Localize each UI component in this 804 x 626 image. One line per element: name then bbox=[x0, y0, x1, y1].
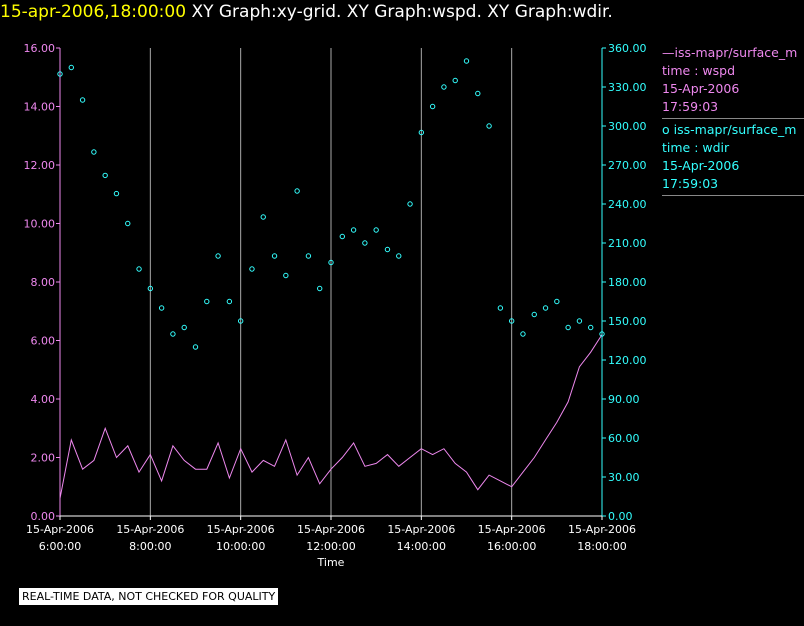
right-y-tick-label: 210.00 bbox=[608, 237, 647, 250]
x-axis-label: Time bbox=[317, 556, 345, 569]
right-y-tick-label: 60.00 bbox=[608, 432, 640, 445]
x-tick-label-date: 15-Apr-2006 bbox=[297, 523, 365, 536]
x-tick-label-time: 16:00:00 bbox=[487, 540, 536, 553]
wdir-data-point bbox=[137, 267, 141, 271]
wdir-data-point bbox=[577, 319, 581, 323]
wdir-data-point bbox=[363, 241, 367, 245]
x-tick-label-time: 8:00:00 bbox=[129, 540, 171, 553]
x-tick-label-date: 15-Apr-2006 bbox=[568, 523, 636, 536]
right-y-tick-label: 120.00 bbox=[608, 354, 647, 367]
legend-wdir-time: 17:59:03 bbox=[662, 175, 804, 193]
right-y-tick-label: 90.00 bbox=[608, 393, 640, 406]
left-y-tick-label: 10.00 bbox=[24, 218, 56, 231]
wdir-data-point bbox=[442, 85, 446, 89]
wdir-data-point bbox=[521, 332, 525, 336]
left-y-tick-label: 14.00 bbox=[24, 101, 56, 114]
wdir-data-point bbox=[103, 173, 107, 177]
right-y-tick-label: 360.00 bbox=[608, 42, 647, 55]
wdir-data-point bbox=[261, 215, 265, 219]
left-y-tick-label: 2.00 bbox=[31, 452, 56, 465]
wdir-data-point bbox=[306, 254, 310, 258]
right-y-tick-label: 330.00 bbox=[608, 81, 647, 94]
right-y-tick-label: 150.00 bbox=[608, 315, 647, 328]
x-tick-label-date: 15-Apr-2006 bbox=[207, 523, 275, 536]
x-tick-label-date: 15-Apr-2006 bbox=[116, 523, 184, 536]
legend-wspd-symbol: — bbox=[662, 45, 675, 60]
wdir-data-point bbox=[498, 306, 502, 310]
wdir-data-point bbox=[182, 325, 186, 329]
wdir-data-point bbox=[397, 254, 401, 258]
x-tick-label-date: 15-Apr-2006 bbox=[26, 523, 94, 536]
legend-wspd-name: iss-mapr/surface_m bbox=[675, 45, 798, 60]
right-y-tick-label: 240.00 bbox=[608, 198, 647, 211]
wdir-data-point bbox=[69, 65, 73, 69]
wdir-data-point bbox=[193, 345, 197, 349]
wdir-data-point bbox=[555, 299, 559, 303]
wdir-data-point bbox=[566, 325, 570, 329]
wdir-data-point bbox=[126, 221, 130, 225]
wdir-data-point bbox=[171, 332, 175, 336]
wdir-data-point bbox=[532, 312, 536, 316]
wdir-data-point bbox=[80, 98, 84, 102]
wdir-data-point bbox=[205, 299, 209, 303]
wdir-data-point bbox=[250, 267, 254, 271]
wdir-data-point bbox=[464, 59, 468, 63]
wdir-data-point bbox=[284, 273, 288, 277]
right-y-tick-label: 180.00 bbox=[608, 276, 647, 289]
wdir-data-point bbox=[92, 150, 96, 154]
left-y-tick-label: 16.00 bbox=[24, 42, 56, 55]
wdir-data-point bbox=[476, 91, 480, 95]
legend-wspd-time: 17:59:03 bbox=[662, 98, 804, 116]
legend-wdir-name: iss-mapr/surface_m bbox=[674, 122, 797, 137]
x-tick-label-time: 10:00:00 bbox=[216, 540, 265, 553]
legend-wspd-var: time : wspd bbox=[662, 62, 804, 80]
wdir-data-point bbox=[408, 202, 412, 206]
wdir-data-point bbox=[227, 299, 231, 303]
x-tick-label-time: 14:00:00 bbox=[397, 540, 446, 553]
left-y-tick-label: 0.00 bbox=[31, 510, 56, 523]
legend-wspd[interactable]: —iss-mapr/surface_m time : wspd 15-Apr-2… bbox=[662, 44, 804, 119]
x-tick-label-date: 15-Apr-2006 bbox=[387, 523, 455, 536]
wdir-data-point bbox=[374, 228, 378, 232]
wdir-data-point bbox=[295, 189, 299, 193]
wdir-data-point bbox=[543, 306, 547, 310]
legend-wdir[interactable]: o iss-mapr/surface_m time : wdir 15-Apr-… bbox=[662, 121, 804, 196]
wdir-data-point bbox=[589, 325, 593, 329]
x-tick-label-time: 12:00:00 bbox=[306, 540, 355, 553]
legend-wspd-date: 15-Apr-2006 bbox=[662, 80, 804, 98]
right-y-tick-label: 0.00 bbox=[608, 510, 633, 523]
right-y-tick-label: 270.00 bbox=[608, 159, 647, 172]
left-y-tick-label: 8.00 bbox=[31, 276, 56, 289]
wdir-data-point bbox=[340, 234, 344, 238]
right-y-tick-label: 300.00 bbox=[608, 120, 647, 133]
x-tick-label-time: 18:00:00 bbox=[577, 540, 626, 553]
quality-disclaimer: REAL-TIME DATA, NOT CHECKED FOR QUALITY bbox=[19, 588, 278, 605]
wdir-data-point bbox=[114, 191, 118, 195]
wdir-data-point bbox=[430, 104, 434, 108]
left-y-tick-label: 6.00 bbox=[31, 335, 56, 348]
wdir-data-point bbox=[351, 228, 355, 232]
legend-wdir-symbol: o bbox=[662, 122, 670, 137]
x-tick-label-time: 6:00:00 bbox=[39, 540, 81, 553]
left-y-tick-label: 4.00 bbox=[31, 393, 56, 406]
x-tick-label-date: 15-Apr-2006 bbox=[478, 523, 546, 536]
legend-wdir-date: 15-Apr-2006 bbox=[662, 157, 804, 175]
left-y-tick-label: 12.00 bbox=[24, 159, 56, 172]
legend-wdir-var: time : wdir bbox=[662, 139, 804, 157]
wdir-data-point bbox=[216, 254, 220, 258]
wdir-data-point bbox=[453, 78, 457, 82]
legend: —iss-mapr/surface_m time : wspd 15-Apr-2… bbox=[662, 44, 804, 198]
wdir-data-point bbox=[318, 286, 322, 290]
wdir-data-point bbox=[385, 247, 389, 251]
right-y-tick-label: 30.00 bbox=[608, 471, 640, 484]
wdir-data-point bbox=[487, 124, 491, 128]
wdir-data-point bbox=[272, 254, 276, 258]
wdir-data-point bbox=[159, 306, 163, 310]
